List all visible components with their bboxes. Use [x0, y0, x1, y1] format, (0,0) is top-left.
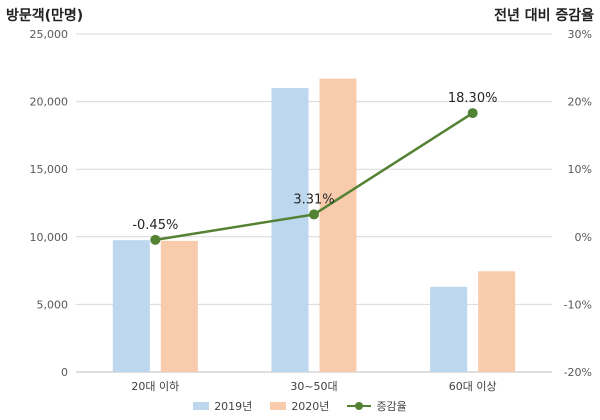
- bar-2020년: [160, 240, 198, 372]
- legend-swatch-change-rate: [347, 401, 372, 411]
- y-right-tick-label: 30%: [568, 28, 592, 41]
- y-left-tick-label: 5,000: [37, 298, 69, 311]
- legend-label-2019: 2019년: [214, 400, 253, 413]
- change-rate-label: -0.45%: [132, 218, 178, 233]
- y-left-tick-label: 15,000: [30, 163, 69, 176]
- legend-item-2019: 2019년: [193, 398, 252, 414]
- change-rate-label: 18.30%: [448, 91, 498, 106]
- bar-2019년: [112, 240, 150, 372]
- right-axis-title: 전년 대비 증감율: [494, 8, 594, 24]
- change-rate-label: 3.31%: [293, 192, 334, 207]
- change-rate-point: [467, 108, 478, 119]
- y-right-tick-label: 10%: [568, 163, 592, 176]
- legend-swatch-2020: [270, 402, 287, 410]
- y-left-tick-label: 25,000: [30, 28, 69, 41]
- change-rate-line: [155, 112, 474, 242]
- legend-item-2020: 2020년: [270, 398, 329, 414]
- legend-label-2020: 2020년: [291, 400, 330, 413]
- change-rate-point: [309, 209, 319, 220]
- bar-2020년: [478, 271, 516, 372]
- x-tick-label: 60대 이상: [449, 380, 497, 393]
- y-left-tick-label: 0: [61, 366, 68, 379]
- y-left-tick-label: 20,000: [30, 96, 69, 109]
- left-axis-title: 방문객(만명): [6, 8, 84, 24]
- y-right-tick-label: 0%: [575, 231, 592, 244]
- y-right-tick-label: 20%: [568, 96, 592, 109]
- x-tick-label: 20대 이하: [131, 379, 179, 393]
- y-left-tick-label: 10,000: [30, 231, 69, 244]
- legend: 2019년 2020년 증감율: [0, 398, 600, 414]
- x-tick-label: 30~50대: [290, 380, 337, 393]
- bar-2020년: [319, 78, 357, 372]
- y-right-tick-label: -10%: [564, 298, 592, 311]
- change-rate-point: [150, 234, 161, 245]
- legend-label-change-rate: 증감율: [376, 400, 407, 413]
- y-right-tick-label: -20%: [564, 366, 592, 379]
- bar-2019년: [271, 88, 309, 372]
- legend-item-change-rate: 증감율: [347, 398, 407, 414]
- bar-2019년: [430, 286, 468, 372]
- legend-swatch-2019: [193, 402, 210, 410]
